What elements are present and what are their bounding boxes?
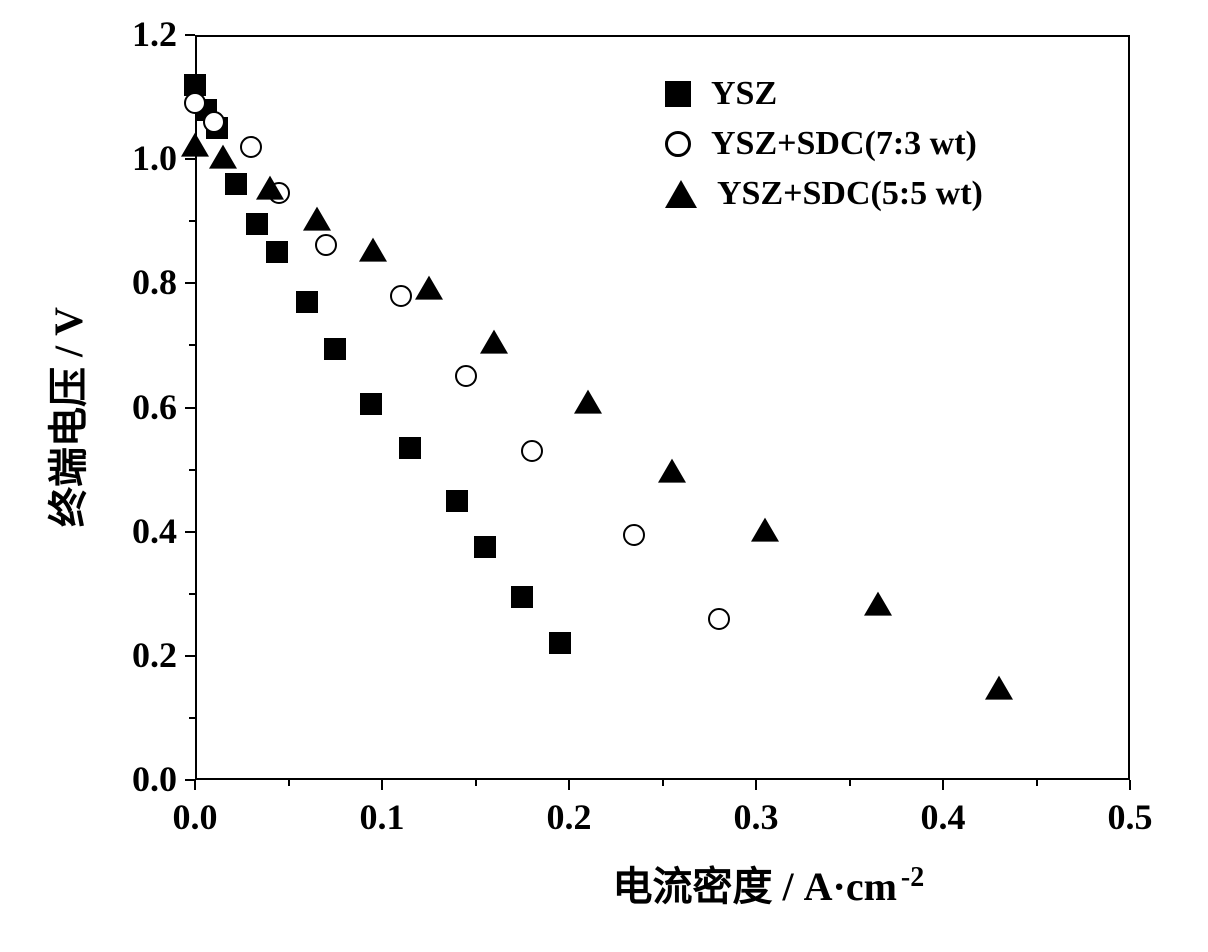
x-minor-tick [1036,780,1038,786]
data-point-open_circle [203,111,225,133]
x-axis-label-superscript: -2 [901,862,924,893]
x-tick-label: 0.1 [342,796,422,838]
x-tick-label: 0.2 [529,796,609,838]
x-tick [1129,780,1131,790]
y-tick [185,158,195,160]
x-minor-tick [849,780,851,786]
y-tick [185,407,195,409]
plot-area [195,35,1130,780]
y-tick-label: 0.0 [132,758,177,800]
data-point-filled_triangle [181,132,209,156]
data-point-filled_square [225,173,247,195]
data-point-filled_square [266,241,288,263]
data-point-open_circle [708,608,730,630]
x-tick [194,780,196,790]
chart-container: 终端电压 / V 电流密度 / A·cm-2 0.0 0.2 0.4 0.6 0.8 1.… [0,0,1208,952]
x-tick-label: 0.5 [1090,796,1170,838]
data-point-filled_square [399,437,421,459]
data-point-filled_square [511,586,533,608]
legend-label: YSZ+SDC(7:3 wt) [711,125,977,163]
legend-marker-filled_triangle [665,180,697,208]
y-tick-label: 0.8 [132,261,177,303]
data-point-filled_triangle [574,390,602,414]
data-point-open_circle [184,92,206,114]
data-point-filled_triangle [985,676,1013,700]
legend-marker-filled_square [665,81,691,107]
y-minor-tick [189,220,195,222]
data-point-filled_square [549,632,571,654]
data-point-filled_square [324,338,346,360]
y-tick-label: 0.2 [132,634,177,676]
x-tick-label: 0.4 [903,796,983,838]
data-point-filled_square [446,490,468,512]
x-tick [381,780,383,790]
data-point-open_circle [521,440,543,462]
y-tick-label: 1.0 [132,137,177,179]
x-axis-label: 电流密度 / A·cm-2 [613,854,925,912]
x-tick-label: 0.0 [155,796,235,838]
x-minor-tick [288,780,290,786]
data-point-open_circle [390,285,412,307]
data-point-filled_square [474,536,496,558]
data-point-filled_triangle [480,330,508,354]
data-point-open_circle [240,136,262,158]
legend-label: YSZ+SDC(5:5 wt) [717,175,983,213]
y-axis-label: 终端电压 / V [36,287,94,547]
x-minor-tick [475,780,477,786]
y-tick-label: 1.2 [132,13,177,55]
y-minor-tick [189,593,195,595]
data-point-filled_triangle [359,238,387,262]
y-tick-label: 0.4 [132,510,177,552]
x-minor-tick [662,780,664,786]
data-point-filled_square [296,291,318,313]
x-tick-label: 0.3 [716,796,796,838]
legend-marker-open_circle [665,131,691,157]
data-point-open_circle [455,365,477,387]
y-tick [185,655,195,657]
data-point-filled_triangle [209,145,237,169]
x-axis-label-text: 电流密度 / A·cm [613,864,897,909]
y-minor-tick [189,717,195,719]
legend-item: YSZ+SDC(5:5 wt) [665,175,983,213]
x-tick [755,780,757,790]
data-point-filled_triangle [303,207,331,231]
data-point-filled_triangle [751,517,779,541]
y-tick [185,34,195,36]
data-point-open_circle [623,524,645,546]
x-tick [568,780,570,790]
y-tick [185,531,195,533]
y-minor-tick [189,344,195,346]
legend-label: YSZ [711,75,777,113]
data-point-open_circle [315,234,337,256]
data-point-filled_square [246,213,268,235]
data-point-filled_triangle [415,275,443,299]
x-tick [942,780,944,790]
legend-item: YSZ [665,75,777,113]
legend-item: YSZ+SDC(7:3 wt) [665,125,977,163]
y-tick-label: 0.6 [132,386,177,428]
y-minor-tick [189,469,195,471]
data-point-filled_triangle [864,592,892,616]
y-tick [185,282,195,284]
data-point-filled_triangle [658,458,686,482]
data-point-filled_triangle [256,176,284,200]
data-point-filled_square [360,393,382,415]
